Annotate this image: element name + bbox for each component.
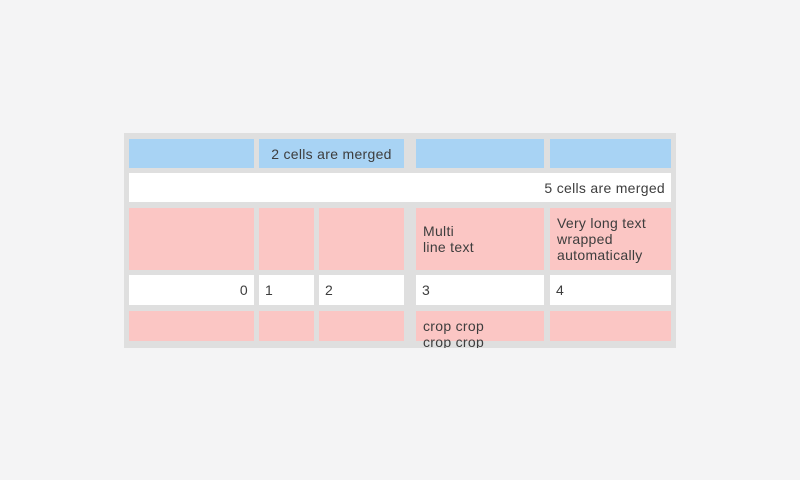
number-cell-1[interactable]: 1 [259,275,314,305]
cell-text: 4 [556,282,565,298]
multiline-text-cell[interactable]: Multi line text [416,208,544,270]
number-cell-2[interactable]: 2 [319,275,404,305]
table-cell[interactable] [319,208,404,270]
cell-text: 2 [325,282,334,298]
table-cell[interactable] [129,311,254,341]
number-cell-0[interactable]: 0 [129,275,254,305]
table-cell[interactable] [129,208,254,270]
table-widget[interactable]: 2 cells are merged 5 cells are merged [124,133,676,348]
number-cell-3[interactable]: 3 [416,275,544,305]
table-cell[interactable] [550,139,671,168]
cell-text: 0 [239,282,248,298]
table-row-multiline: Multi line text Very long text wrapped a… [129,208,671,270]
table-row-crop: crop crop crop crop [129,311,671,348]
cropped-text-cell[interactable]: crop crop crop crop [416,311,544,348]
table-cell[interactable] [129,139,254,168]
table-row-header: 2 cells are merged [129,139,671,168]
cell-text: 1 [265,282,274,298]
cell-text: 3 [422,282,431,298]
cell-text: Multi line text [423,223,474,255]
table-cell[interactable] [416,139,544,168]
cell-text: Very long text wrapped automatically [557,215,647,263]
table-row-merged: 5 cells are merged [129,173,671,202]
table-cell[interactable] [319,311,404,341]
merged-5-cells[interactable]: 5 cells are merged [129,173,671,202]
merged-2-cells[interactable]: 2 cells are merged [259,139,404,168]
cell-text: 2 cells are merged [271,145,392,162]
number-cell-4[interactable]: 4 [550,275,671,305]
cell-text: 5 cells are merged [544,179,665,196]
table-cell[interactable] [259,311,314,341]
table-row-numbers: 0 1 2 3 4 [129,275,671,305]
cell-text: crop crop crop crop [423,318,485,348]
wrapped-text-cell[interactable]: Very long text wrapped automatically [550,208,671,270]
table-cell[interactable] [259,208,314,270]
table-cell[interactable] [550,311,671,341]
